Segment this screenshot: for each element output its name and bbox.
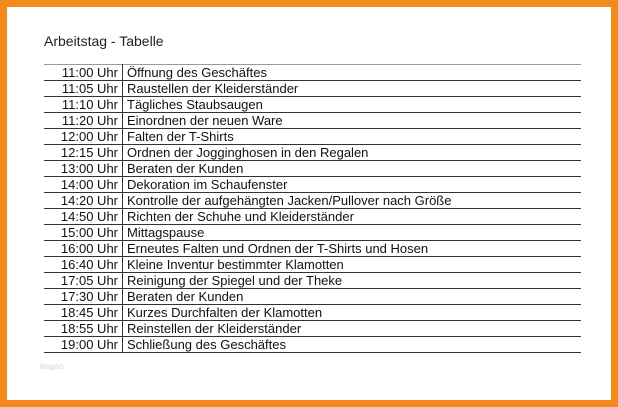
- time-cell: 14:50 Uhr: [44, 208, 123, 225]
- task-cell: Kurzes Durchfalten der Klamotten: [122, 304, 581, 321]
- task-cell: Beraten der Kunden: [122, 160, 581, 177]
- table-row: 11:20 Uhr Einordnen der neuen Ware: [44, 112, 581, 129]
- task-cell: Falten der T-Shirts: [122, 128, 581, 145]
- schedule-table-body: 11:00 Uhr Öffnung des Geschäftes 11:05 Uhr…: [44, 64, 581, 353]
- task-cell: Reinigung der Spiegel und der Theke: [122, 272, 581, 289]
- table-row: 14:00 Uhr Dekoration im Schaufenster: [44, 176, 581, 193]
- table-row: 17:05 Uhr Reinigung der Spiegel und der T…: [44, 272, 581, 289]
- time-cell: 14:20 Uhr: [44, 192, 123, 209]
- time-cell: 11:20 Uhr: [44, 112, 123, 129]
- task-cell: Tägliches Staubsaugen: [122, 96, 581, 113]
- time-cell: 11:05 Uhr: [44, 80, 123, 97]
- table-row: 13:00 Uhr Beraten der Kunden: [44, 160, 581, 177]
- time-cell: 12:15 Uhr: [44, 144, 123, 161]
- table-row: 12:00 Uhr Falten der T-Shirts: [44, 128, 581, 145]
- time-cell: 17:30 Uhr: [44, 288, 123, 305]
- task-cell: Einordnen der neuen Ware: [122, 112, 581, 129]
- time-cell: 14:00 Uhr: [44, 176, 123, 193]
- task-cell: Reinstellen der Kleiderständer: [122, 320, 581, 337]
- time-cell: 17:05 Uhr: [44, 272, 123, 289]
- page-title: Arbeitstag - Tabelle: [44, 33, 164, 49]
- task-cell: Erneutes Falten und Ordnen der T-Shirts …: [122, 240, 581, 257]
- table-row: 14:50 Uhr Richten der Schuhe und Kleiders…: [44, 208, 581, 225]
- table-row: 18:45 Uhr Kurzes Durchfalten der Klamotte…: [44, 304, 581, 321]
- table-row: 11:00 Uhr Öffnung des Geschäftes: [44, 64, 581, 81]
- time-cell: 19:00 Uhr: [44, 336, 123, 353]
- table-row: 17:30 Uhr Beraten der Kunden: [44, 288, 581, 305]
- table-row: 15:00 Uhr Mittagspause: [44, 224, 581, 241]
- task-cell: Richten der Schuhe und Kleiderständer: [122, 208, 581, 225]
- task-cell: Beraten der Kunden: [122, 288, 581, 305]
- time-cell: 11:10 Uhr: [44, 96, 123, 113]
- task-cell: Dekoration im Schaufenster: [122, 176, 581, 193]
- table-row: 18:55 Uhr Reinstellen der Kleiderständer: [44, 320, 581, 337]
- task-cell: Schließung des Geschäftes: [122, 336, 581, 353]
- task-cell: Kontrolle der aufgehängten Jacken/Pullov…: [122, 192, 581, 209]
- table-row: 19:00 Uhr Schließung des Geschäftes: [44, 336, 581, 353]
- time-cell: 13:00 Uhr: [44, 160, 123, 177]
- task-cell: Öffnung des Geschäftes: [122, 64, 581, 81]
- time-cell: 18:55 Uhr: [44, 320, 123, 337]
- time-cell: 16:40 Uhr: [44, 256, 123, 273]
- schedule-table: 11:00 Uhr Öffnung des Geschäftes 11:05 Uhr…: [44, 64, 581, 353]
- time-cell: 15:00 Uhr: [44, 224, 123, 241]
- task-cell: Mittagspause: [122, 224, 581, 241]
- table-row: 14:20 Uhr Kontrolle der aufgehängten Jack…: [44, 192, 581, 209]
- task-cell: Raustellen der Kleiderständer: [122, 80, 581, 97]
- watermark: klagao: [40, 362, 64, 371]
- task-cell: Kleine Inventur bestimmter Klamotten: [122, 256, 581, 273]
- table-row: 11:05 Uhr Raustellen der Kleiderständer: [44, 80, 581, 97]
- table-row: 16:00 Uhr Erneutes Falten und Ordnen der …: [44, 240, 581, 257]
- task-cell: Ordnen der Jogginghosen in den Regalen: [122, 144, 581, 161]
- table-row: 16:40 Uhr Kleine Inventur bestimmter Klam…: [44, 256, 581, 273]
- table-row: 11:10 Uhr Tägliches Staubsaugen: [44, 96, 581, 113]
- time-cell: 18:45 Uhr: [44, 304, 123, 321]
- time-cell: 16:00 Uhr: [44, 240, 123, 257]
- time-cell: 12:00 Uhr: [44, 128, 123, 145]
- table-row: 12:15 Uhr Ordnen der Jogginghosen in den …: [44, 144, 581, 161]
- time-cell: 11:00 Uhr: [44, 64, 123, 81]
